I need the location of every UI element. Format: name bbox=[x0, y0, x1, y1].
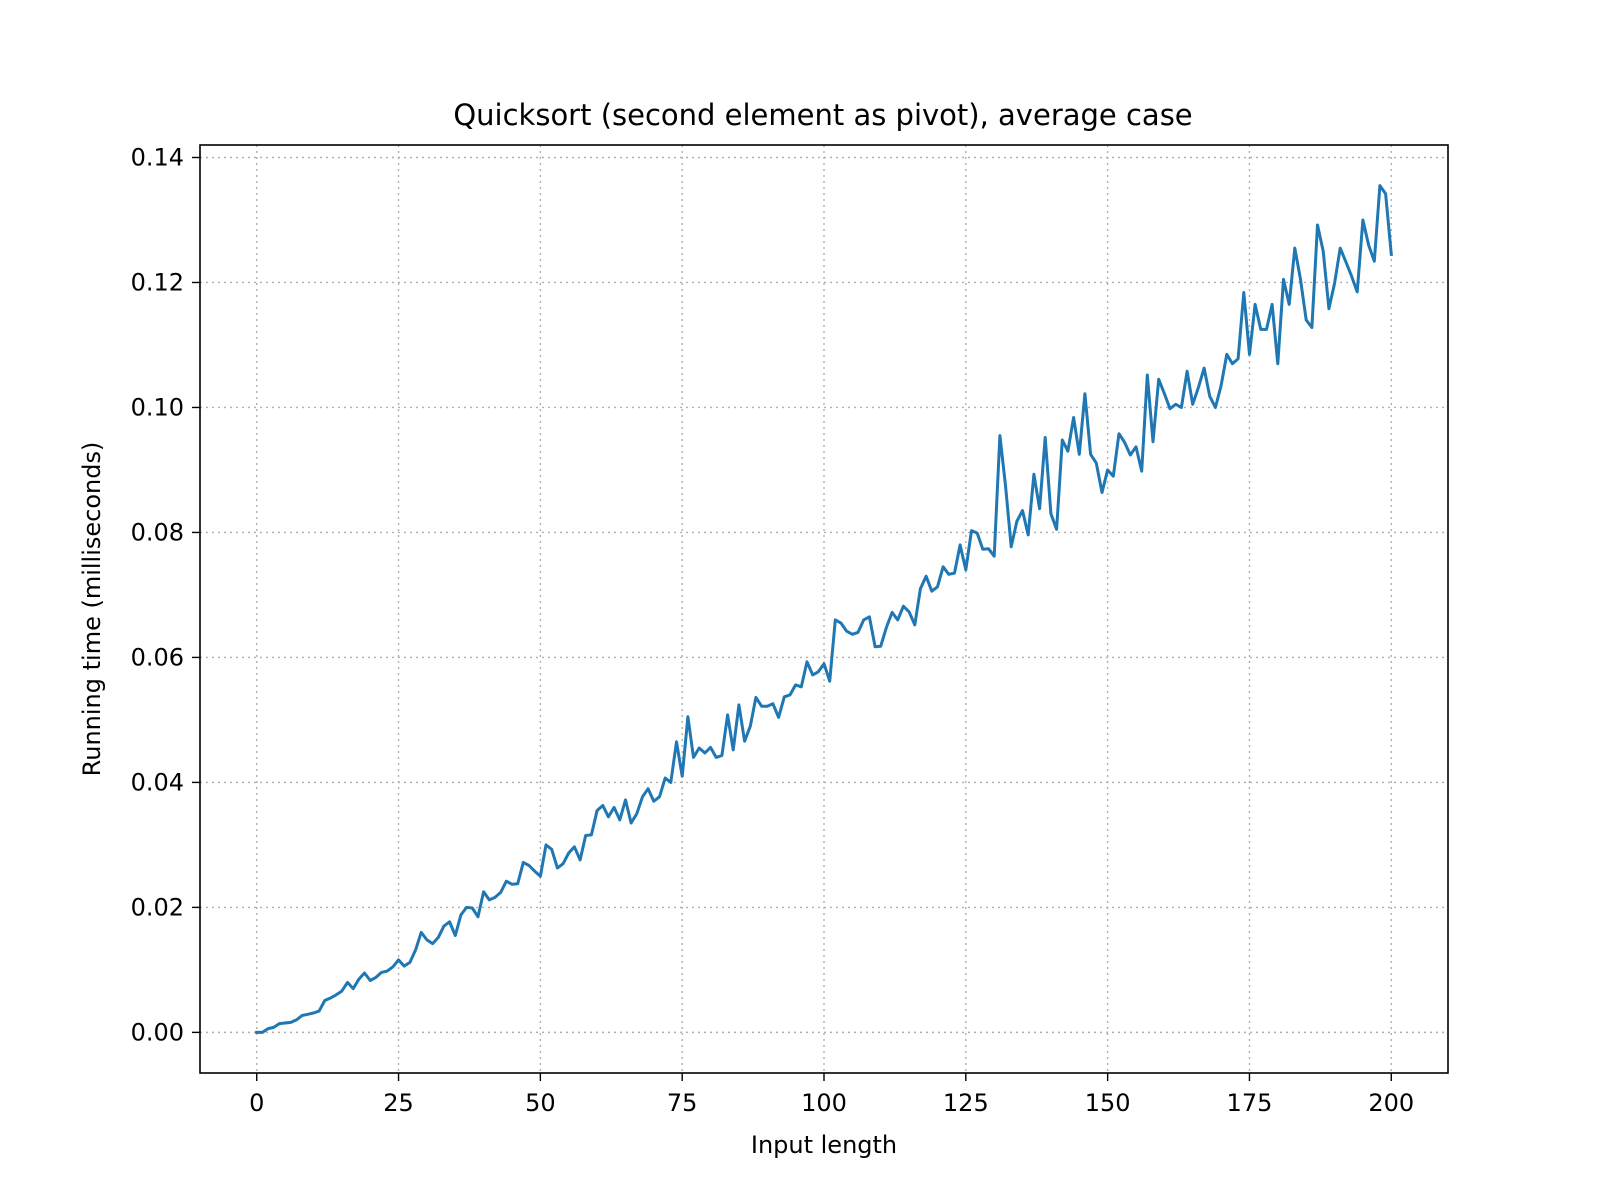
series-line bbox=[255, 184, 1393, 1034]
x-tick-label: 25 bbox=[383, 1089, 414, 1117]
x-tick-label: 175 bbox=[1227, 1089, 1273, 1117]
x-tick-label: 50 bbox=[525, 1089, 556, 1117]
x-axis-label: Input length bbox=[751, 1131, 897, 1159]
chart-title: Quicksort (second element as pivot), ave… bbox=[453, 98, 1192, 132]
x-tick-label: 0 bbox=[249, 1089, 264, 1117]
y-axis-label: Running time (milliseconds) bbox=[78, 442, 106, 777]
y-tick-label: 0.06 bbox=[131, 643, 184, 671]
y-tick-label: 0.08 bbox=[131, 518, 184, 546]
x-axis: 0 25 50 75 100 125 150 175 200 bbox=[249, 1073, 1414, 1117]
y-tick-label: 0.14 bbox=[131, 143, 184, 171]
x-tick-label: 200 bbox=[1368, 1089, 1414, 1117]
x-tick-label: 125 bbox=[943, 1089, 989, 1117]
y-tick-label: 0.04 bbox=[131, 768, 184, 796]
x-tick-label: 150 bbox=[1085, 1089, 1131, 1117]
y-tick-label: 0.02 bbox=[131, 893, 184, 921]
x-tick-label: 100 bbox=[801, 1089, 847, 1117]
grid bbox=[200, 145, 1448, 1073]
y-tick-label: 0.10 bbox=[131, 393, 184, 421]
y-tick-label: 0.12 bbox=[131, 268, 184, 296]
y-tick-label: 0.00 bbox=[131, 1018, 184, 1046]
x-tick-label: 75 bbox=[667, 1089, 698, 1117]
series-layer bbox=[255, 184, 1393, 1034]
y-axis: 0.00 0.02 0.04 0.06 0.08 0.10 0.12 0.14 bbox=[131, 143, 200, 1046]
